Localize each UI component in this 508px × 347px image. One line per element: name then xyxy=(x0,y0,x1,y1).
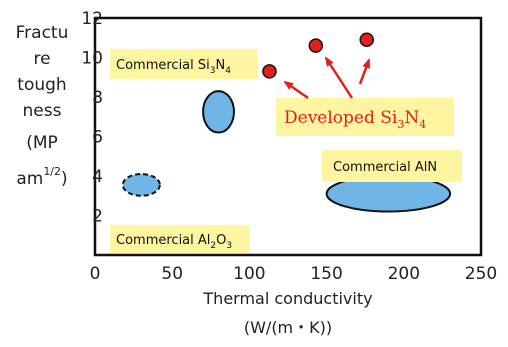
y-axis-label-close: ) xyxy=(61,169,68,189)
data-point-3 xyxy=(359,32,374,47)
y-tick-label-2: 4 xyxy=(92,167,103,187)
y-axis-label-line-4: ness xyxy=(23,101,62,121)
y-axis-label: Fractu re tough ness (MP am1/2) xyxy=(16,23,69,189)
x-axis-units: (W/(m・K)) xyxy=(244,318,332,337)
arrow-to-point-1 xyxy=(283,80,309,100)
developed-label-sub2: 4 xyxy=(419,118,426,131)
y-axis-label-am: am xyxy=(16,169,43,189)
x-tick-label-6: 250 xyxy=(465,264,497,284)
x-tick-label-2: 50 xyxy=(161,264,183,284)
region-ellipse-2 xyxy=(121,173,161,197)
data-point-1 xyxy=(262,64,277,79)
data-point-2 xyxy=(308,38,324,53)
region-label-si3n4-sub1: 3 xyxy=(210,66,216,76)
plot-frame xyxy=(93,16,483,257)
y-tick-label-1: 2 xyxy=(92,207,103,227)
region-label-al2o3-sub1: 2 xyxy=(210,241,216,251)
x-tick-labels: 0 50 100 150 200 250 xyxy=(90,264,498,284)
region-label-box-al2o3 xyxy=(110,225,250,253)
region-label-al2o3: Commercial Al2O3 xyxy=(116,233,232,251)
arrow-to-point-2 xyxy=(324,56,354,99)
regions-layer xyxy=(121,90,452,213)
region-label-si3n4: Commercial Si3N4 xyxy=(116,58,231,76)
region-label-al2o3-main: Commercial Al xyxy=(116,233,210,248)
region-ellipse-1 xyxy=(202,90,235,134)
y-axis-label-line-5: (MP xyxy=(26,133,58,153)
y-axis-label-sup: 1/2 xyxy=(43,165,61,178)
region-label-box-si3n4 xyxy=(110,49,258,79)
region-label-si3n4-sub2: 4 xyxy=(225,66,231,76)
developed-label: Developed Si3N4 xyxy=(284,108,426,131)
y-axis-label-line-3: tough xyxy=(17,75,66,95)
developed-label-mid: N xyxy=(404,108,419,128)
y-tick-label-6: 12 xyxy=(81,9,103,29)
points-layer xyxy=(262,32,374,79)
region-label-al2o3-sub2: 3 xyxy=(226,241,232,251)
x-tick-label-3: 100 xyxy=(233,264,265,284)
x-axis-label: Thermal conductivity xyxy=(202,289,372,308)
region-label-box-aln xyxy=(322,150,462,182)
y-tick-labels: 2 4 6 8 10 12 xyxy=(81,9,103,227)
y-axis-label-line-6: am1/2) xyxy=(16,165,67,189)
x-tick-label-1: 0 xyxy=(90,264,101,284)
developed-label-main: Developed Si xyxy=(284,108,398,128)
region-label-al2o3-mid: O xyxy=(216,233,226,248)
developed-label-box xyxy=(276,98,454,136)
arrow-to-point-3 xyxy=(358,58,371,85)
x-tick-label-5: 200 xyxy=(388,264,420,284)
y-axis-label-line-2: re xyxy=(33,49,50,69)
y-tick-label-3: 6 xyxy=(92,128,103,148)
developed-label-sub1: 3 xyxy=(397,118,404,131)
region-label-si3n4-mid: N xyxy=(215,58,225,73)
y-tick-label-4: 8 xyxy=(92,88,103,108)
region-label-aln: Commercial AlN xyxy=(333,160,437,175)
y-axis-label-line-1: Fractu xyxy=(16,23,69,43)
x-tick-label-4: 150 xyxy=(310,264,342,284)
y-tick-label-5: 10 xyxy=(81,49,103,69)
region-label-si3n4-main: Commercial Si xyxy=(116,58,210,73)
